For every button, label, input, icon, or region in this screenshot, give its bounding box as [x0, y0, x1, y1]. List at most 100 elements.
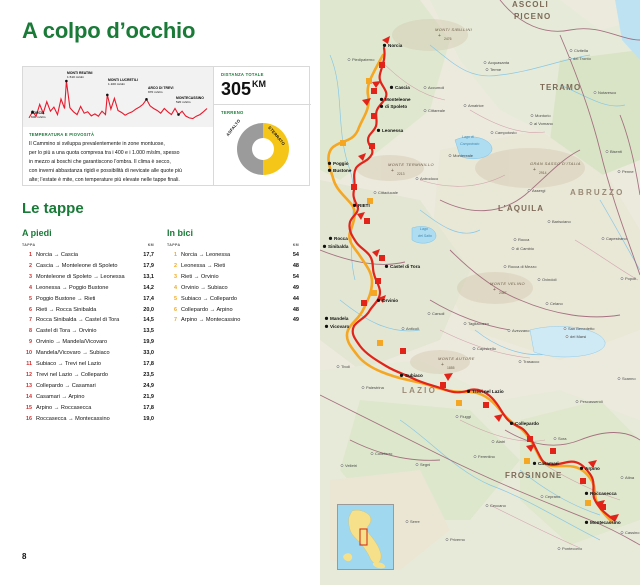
- town-dot: [511, 247, 515, 250]
- town-dot: [483, 61, 487, 64]
- map-waypoint-label: Sinibalda: [328, 244, 349, 249]
- stage-number: 4: [29, 284, 32, 291]
- stage-row: 3 Monteleone di Spoleto → Leonessa 13,1: [22, 272, 167, 283]
- map-mountain-altitude: 2213: [397, 172, 405, 176]
- stage-name: Norcia → Leonessa: [181, 252, 231, 258]
- map-town-label: San Benedetto: [568, 326, 595, 331]
- waypoint-dot: [379, 97, 384, 101]
- stage-name: Orvinio → Mandela/Vicovaro: [36, 339, 108, 346]
- stage-name: Poggio Bustone → Rieti: [36, 295, 96, 302]
- stage-km: 23,5: [143, 371, 154, 378]
- stage-name: Leonessa → Poggio Bustone: [36, 284, 109, 291]
- town-dot: [540, 495, 544, 498]
- town-dot: [620, 277, 624, 280]
- waypoint-dot: [324, 316, 329, 320]
- stage-row: 1 Norcia → Cascia 17,7: [22, 250, 167, 261]
- stage-number: 2: [29, 262, 32, 269]
- header-km: KM: [147, 243, 154, 247]
- map-town-label: Assergi: [532, 188, 545, 193]
- foot-route-line: [348, 46, 616, 522]
- town-dot: [569, 49, 573, 52]
- stage-row: 15 Arpino → Roccasecca 17,8: [22, 403, 167, 414]
- stage-km: 54: [292, 273, 299, 280]
- town-dot: [370, 452, 374, 455]
- town-dot: [537, 278, 541, 281]
- bike-stage-markers: [340, 78, 591, 506]
- stage-km: 20,0: [143, 306, 154, 313]
- info-card-right: DISTANZA TOTALE 305KM TERRENO ASFALTO: [214, 67, 311, 185]
- town-dot: [485, 68, 489, 71]
- map-town-label: Segni: [420, 462, 430, 467]
- stage-km: 17,8: [143, 361, 154, 368]
- route-map[interactable]: +++++ UMBRIAMARCHEABRUZZOLAZIO ASCOLIPIC…: [320, 0, 640, 585]
- map-lake-label: Lago di: [462, 135, 474, 139]
- town-dot: [518, 360, 522, 363]
- waypoint-dot: [382, 43, 387, 48]
- peak-label-monti-lucretili: MONTI LUCRETILI 1.100 m/slm: [108, 78, 138, 86]
- waypoint-dot: [584, 520, 589, 525]
- map-lake-labels: Lago di Campotosto Lago del Salto: [418, 135, 479, 238]
- stage-number: 14: [26, 393, 32, 400]
- map-mountain-labels: MONTI SIBILLINI 2476 MONTE TERMINILLO 2213 G…: [388, 27, 580, 370]
- map-waypoint-label: Roccasecca: [590, 491, 617, 496]
- map-town-label: Velletri: [345, 463, 357, 468]
- map-town-label: Tivoli: [341, 364, 350, 369]
- stage-km: 54: [292, 252, 299, 258]
- stage-number: 1: [29, 252, 32, 258]
- map-town-label: Priverno: [450, 537, 466, 542]
- town-dot: [423, 109, 427, 112]
- map-waypoint-label: Poggio: [333, 161, 349, 166]
- map-town-label: Atina: [625, 475, 635, 480]
- total-distance-value: 305KM: [221, 80, 305, 99]
- stage-number: 13: [26, 382, 32, 389]
- elevation-peak-dot: [177, 113, 180, 116]
- stage-row: 8 Castel di Tora → Orvinio 13,5: [22, 326, 167, 337]
- temperature-text: Il Cammino si sviluppa prevalentemente i…: [29, 140, 207, 185]
- temperature-title: TEMPERATURA E PIOVOSITÀ: [29, 132, 95, 137]
- stage-number: 5: [29, 295, 32, 302]
- stage-row: 6 Rieti → Rocca Sinibalda 20,0: [22, 305, 167, 316]
- town-dot: [557, 547, 561, 550]
- map-town-label: Accumoli: [428, 85, 444, 90]
- map-region-labels: UMBRIAMARCHEABRUZZOLAZIO: [402, 188, 622, 395]
- map-province-label: PICENO: [514, 12, 551, 21]
- town-dot: [401, 327, 405, 330]
- stage-name: Mandela/Vicovaro → Subiaco: [36, 350, 110, 357]
- map-town-label: di Cambio: [516, 246, 535, 251]
- waypoint-dot: [466, 389, 471, 393]
- map-town-label: Pescasseroli: [580, 399, 603, 404]
- left-column: A colpo d’occhio NORCIA 600 m/slm: [22, 18, 312, 561]
- waypoint-dot: [532, 461, 537, 465]
- map-waypoint-labels: Norcia Cascia Monteleone di Spoleto Leonessa…: [328, 43, 621, 525]
- map-town-label: Antrodoco: [420, 176, 439, 181]
- temperature-line: Il Cammino si sviluppa prevalentemente i…: [29, 141, 165, 147]
- waypoint-dot: [389, 85, 394, 89]
- stage-km: 19,0: [143, 415, 154, 422]
- stage-name: Subiaco → Trevi nel Lazio: [36, 361, 101, 368]
- stage-number: 3: [29, 273, 32, 280]
- map-waypoint-label: Mandela: [330, 316, 349, 321]
- stage-row: 4 Leonessa → Poggio Bustone 14,2: [22, 283, 167, 294]
- stage-km: 49: [292, 284, 299, 291]
- town-dot: [473, 455, 477, 458]
- map-town-label: Cittareale: [428, 108, 446, 113]
- stage-km: 44: [292, 295, 299, 302]
- stages-by-bike-title: In bici: [167, 228, 194, 238]
- map-lake-label: Campotosto: [460, 142, 479, 146]
- map-town-label: Trasacco: [523, 359, 540, 364]
- town-dot: [601, 237, 605, 240]
- map-province-label: L’AQUILA: [498, 204, 544, 213]
- stage-row: 6 Collepardo → Arpino 48: [167, 305, 312, 316]
- map-waypoint-label: RIETI: [358, 203, 370, 208]
- stage-km: 48: [292, 306, 299, 313]
- stage-row: 4 Orvinio → Subiaco 49: [167, 283, 312, 294]
- map-province-label: FROSINONE: [505, 471, 562, 480]
- map-town-label: Capistrello: [477, 346, 497, 351]
- map-region-label: LAZIO: [402, 386, 437, 395]
- map-waypoint-label: Monteleone: [385, 97, 411, 102]
- town-dot: [513, 238, 517, 241]
- waypoint-dot: [376, 128, 381, 132]
- town-dot: [617, 377, 621, 380]
- town-dot: [553, 437, 557, 440]
- map-town-label: Acquasanta: [488, 60, 510, 65]
